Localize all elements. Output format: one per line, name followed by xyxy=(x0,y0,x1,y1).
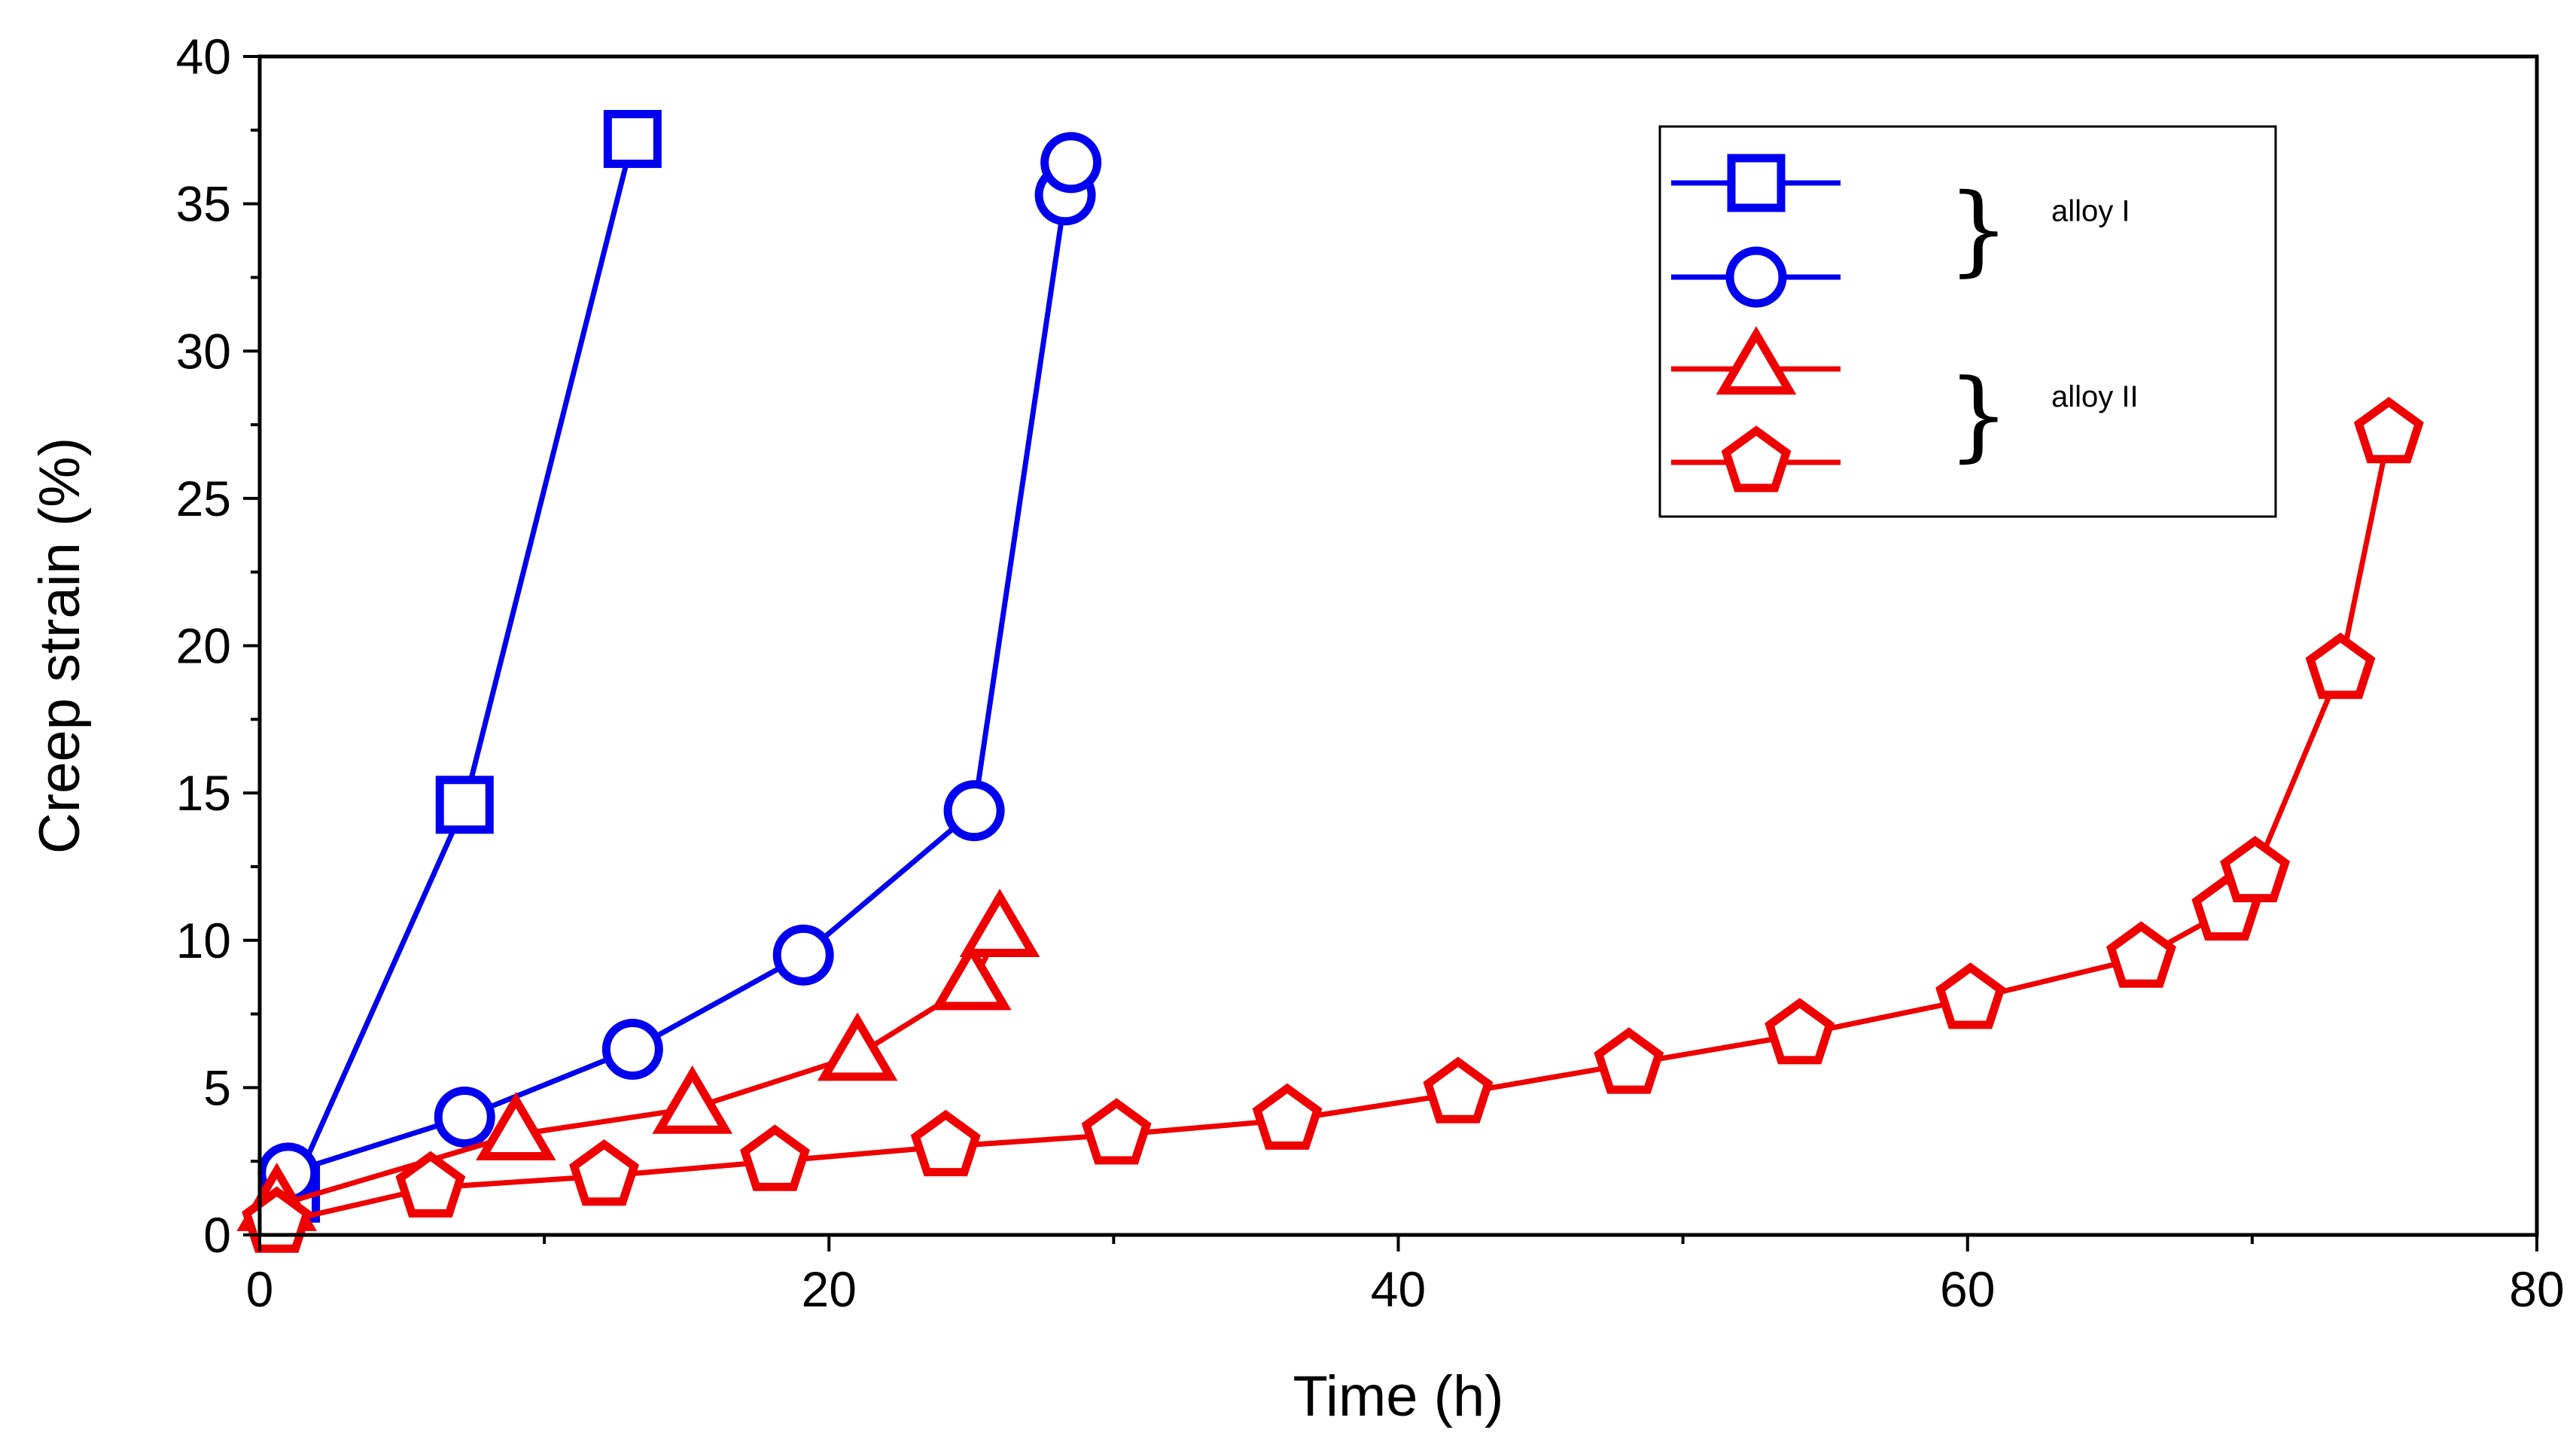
legend-marker-circle xyxy=(1725,246,1787,308)
legend-items: }} xyxy=(1671,154,2010,492)
x-axis-title: Time (h) xyxy=(1293,1364,1503,1428)
x-tick-label: 60 xyxy=(1940,1261,1995,1317)
data-point-pentagon xyxy=(2220,836,2291,903)
data-point-pentagon xyxy=(1423,1056,1494,1123)
legend-brace: } xyxy=(1947,172,2010,287)
data-point-circle xyxy=(1040,132,1102,194)
data-point-square xyxy=(435,776,494,834)
data-point-pentagon xyxy=(569,1139,639,1206)
legend-entry-pentagon xyxy=(1671,425,1841,492)
y-tick-label: 0 xyxy=(203,1207,231,1263)
series-circle xyxy=(257,132,1102,1204)
data-point-triangle xyxy=(476,1092,556,1160)
y-tick-label: 40 xyxy=(176,29,231,84)
y-tick-label: 20 xyxy=(176,618,231,674)
legend-entry-square xyxy=(1671,154,1841,212)
data-point-square xyxy=(603,110,662,169)
data-point-circle xyxy=(772,924,834,986)
data-point-pentagon xyxy=(2106,921,2176,988)
y-tick-label: 5 xyxy=(203,1059,231,1115)
ticks-layer: 0 20 40 60 80 0 5 10 15 20 25 30 35 40 xyxy=(176,29,2565,1317)
data-point-pentagon xyxy=(2353,397,2424,464)
legend-group-label-alloy-2: alloy II xyxy=(2051,380,2139,413)
legend-marker-pentagon xyxy=(1721,425,1792,492)
x-tick-label: 80 xyxy=(2509,1261,2564,1317)
legend: }} alloy I alloy II xyxy=(1658,125,2277,518)
data-point-pentagon xyxy=(2305,633,2376,700)
x-tick-label: 40 xyxy=(1371,1261,1426,1317)
data-point-pentagon xyxy=(910,1109,981,1177)
data-point-pentagon xyxy=(1594,1027,1664,1094)
legend-marker-triangle xyxy=(1716,326,1797,395)
x-tick-label: 20 xyxy=(802,1261,857,1317)
y-tick-label: 15 xyxy=(176,765,231,821)
data-point-triangle xyxy=(817,1012,898,1081)
data-point-triangle xyxy=(652,1065,733,1134)
legend-brace: } xyxy=(1947,358,2010,472)
data-point-pentagon xyxy=(1765,998,1835,1065)
legend-entry-circle xyxy=(1671,246,1841,308)
x-tick-label: 0 xyxy=(246,1261,274,1317)
y-tick-label: 30 xyxy=(176,323,231,379)
data-point-circle xyxy=(601,1019,663,1081)
data-point-pentagon xyxy=(1252,1083,1323,1150)
data-point-circle xyxy=(943,780,1005,842)
y-tick-label: 10 xyxy=(176,913,231,968)
y-axis-title: Creep strain (%) xyxy=(28,437,92,854)
series-pentagon xyxy=(242,397,2424,1253)
y-tick-label: 35 xyxy=(176,176,231,232)
data-point-triangle xyxy=(931,941,1012,1011)
series-layer xyxy=(236,110,2424,1253)
legend-group-label-alloy-1: alloy I xyxy=(2051,195,2130,228)
data-point-pentagon xyxy=(740,1124,810,1191)
data-point-circle xyxy=(434,1087,495,1148)
data-point-pentagon xyxy=(395,1151,466,1218)
data-point-triangle xyxy=(959,889,1040,958)
data-point-pentagon xyxy=(1081,1098,1152,1165)
y-tick-label: 25 xyxy=(176,471,231,526)
legend-marker-square xyxy=(1727,154,1786,212)
data-point-pentagon xyxy=(1935,962,2005,1029)
legend-entry-triangle xyxy=(1671,326,1841,395)
